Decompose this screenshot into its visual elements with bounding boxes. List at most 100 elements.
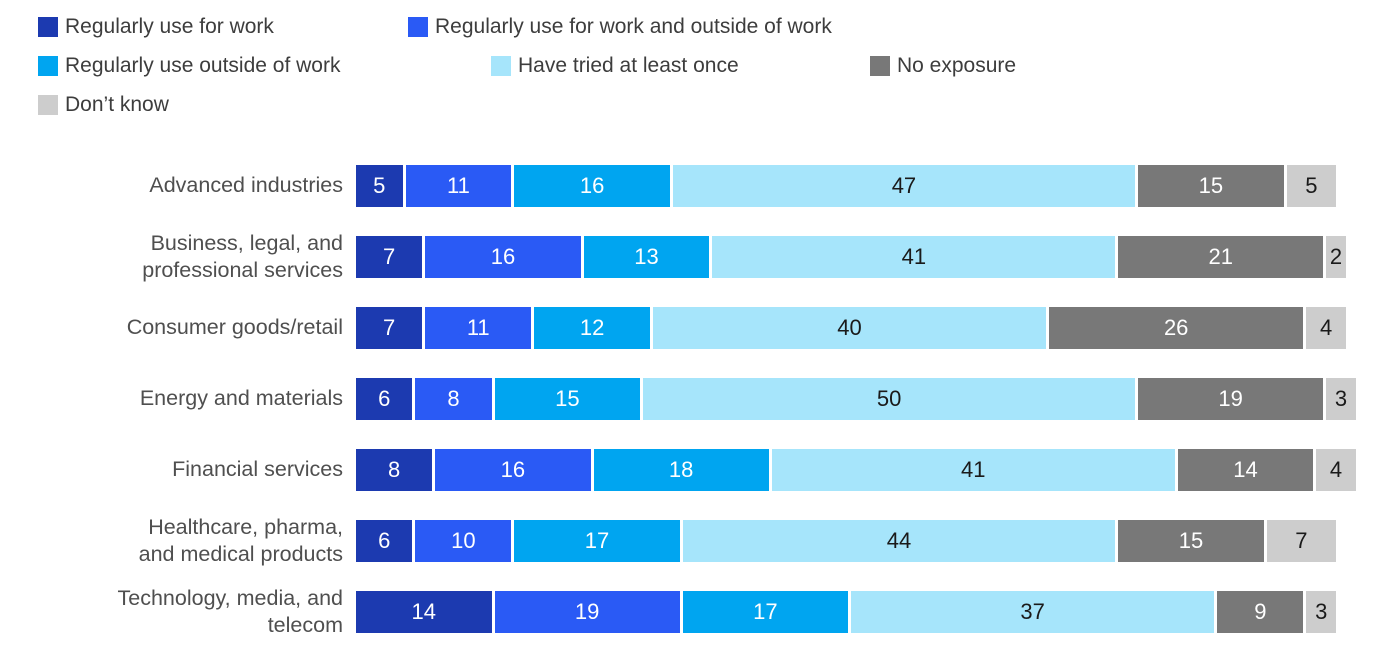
bar-segment: 40	[652, 306, 1049, 349]
bar-segment: 10	[415, 519, 515, 562]
chart-row: Technology, media, and telecom 14 19 17 37 9 3	[0, 576, 1374, 647]
segment-value-label: 44	[886, 527, 912, 553]
segment-value-label: 6	[378, 385, 391, 411]
segment-value-label: 11	[466, 314, 490, 340]
segment-value-label: 15	[1198, 172, 1224, 198]
legend-swatch	[491, 56, 511, 76]
segment-value-label: 7	[1295, 527, 1308, 553]
stacked-bar: 5 11 16 47 15 5	[356, 164, 1337, 207]
segment-value-label: 50	[876, 385, 902, 411]
segment-value-label: 9	[1254, 598, 1267, 624]
legend-swatch	[870, 56, 890, 76]
bar-segment: 6	[356, 377, 416, 420]
bar-segment: 13	[583, 235, 713, 278]
bar-segment: 19	[494, 590, 683, 633]
bar-segment: 26	[1048, 306, 1307, 349]
chart-row: Consumer goods/retail 7 11 12 40 26 4	[0, 292, 1374, 363]
category-label: Financial services	[172, 457, 343, 481]
bar-segment: 7	[356, 235, 426, 278]
bar-segment: 15	[1118, 519, 1267, 562]
legend-swatch	[38, 17, 58, 37]
legend-item-regularly-use-outside-of-work: Regularly use outside of work	[38, 54, 340, 78]
category-label: Advanced industries	[149, 173, 343, 197]
bar-segment: 5	[1286, 164, 1337, 207]
segment-value-label: 8	[447, 385, 460, 411]
bar-segment: 16	[514, 164, 673, 207]
segment-value-label: 15	[1178, 527, 1204, 553]
segment-value-label: 11	[447, 172, 470, 198]
segment-value-label: 19	[574, 598, 600, 624]
segment-value-label: 10	[451, 527, 476, 553]
category-label: Healthcare, pharma, and medical products	[138, 514, 343, 566]
bar-segment: 44	[682, 519, 1119, 562]
chart-row: Healthcare, pharma, and medical products…	[0, 505, 1374, 576]
category-label: Consumer goods/retail	[126, 315, 343, 339]
chart-row: Financial services 8 16 18 41 14 4	[0, 434, 1374, 505]
bar-segment: 15	[494, 377, 644, 420]
segment-value-label: 5	[373, 172, 386, 198]
stacked-bar: 7 11 12 40 26 4	[356, 306, 1346, 349]
bar-segment: 41	[712, 235, 1119, 278]
bar-segment: 3	[1326, 377, 1356, 420]
bar-segment: 8	[415, 377, 495, 420]
bar-segment: 8	[356, 448, 436, 491]
bar-segment: 6	[356, 519, 416, 562]
legend-label: Regularly use for work	[65, 15, 274, 38]
category-label: Energy and materials	[139, 386, 343, 410]
bar-segment: 21	[1118, 235, 1327, 278]
legend-swatch	[38, 95, 58, 115]
segment-value-label: 3	[1334, 385, 1348, 411]
segment-value-label: 41	[960, 456, 986, 482]
bar-segment: 17	[682, 590, 851, 633]
bar-segment: 14	[356, 590, 495, 633]
chart-row: Energy and materials 6 8 15 50 19 3	[0, 363, 1374, 434]
bar-segment: 12	[534, 306, 653, 349]
chart-row: Business, legal, and professional servic…	[0, 221, 1374, 292]
bar-segment: 7	[1266, 519, 1337, 562]
segment-value-label: 17	[753, 598, 778, 624]
bar-segment: 11	[405, 164, 515, 207]
segment-value-label: 37	[1020, 598, 1045, 624]
segment-value-label: 26	[1163, 314, 1189, 340]
bar-segment: 16	[425, 235, 584, 278]
segment-value-label: 7	[383, 314, 396, 340]
segment-value-label: 16	[579, 172, 605, 198]
category-label: Business, legal, and professional servic…	[142, 230, 343, 282]
bar-segment: 47	[672, 164, 1139, 207]
segment-value-label: 47	[891, 172, 917, 198]
segment-value-label: 12	[579, 314, 605, 340]
bar-segment: 4	[1316, 448, 1356, 491]
legend-label: Don’t know	[65, 93, 169, 116]
segment-value-label: 40	[837, 314, 862, 340]
stacked-bar: 6 10 17 44 15 7	[356, 519, 1337, 562]
segment-value-label: 15	[555, 385, 580, 411]
segment-value-label: 6	[378, 527, 391, 553]
bar-segment: 41	[771, 448, 1178, 491]
stacked-bar: 8 16 18 41 14 4	[356, 448, 1356, 491]
legend-label: Have tried at least once	[518, 54, 739, 77]
bar-segment: 37	[850, 590, 1218, 633]
legend-label: Regularly use outside of work	[65, 54, 341, 77]
segment-value-label: 4	[1329, 456, 1343, 482]
bar-segment: 18	[593, 448, 772, 491]
segment-value-label: 8	[387, 456, 401, 482]
legend-swatch	[408, 17, 428, 37]
bar-segment: 11	[425, 306, 535, 349]
stacked-bar: 14 19 17 37 9 3	[356, 590, 1337, 633]
bar-segment: 17	[514, 519, 683, 562]
segment-value-label: 41	[901, 243, 927, 269]
segment-value-label: 16	[490, 243, 516, 269]
bar-segment: 5	[356, 164, 406, 207]
legend-item-no-exposure: No exposure	[870, 54, 1016, 78]
bar-segment: 3	[1306, 590, 1337, 633]
bar-segment: 7	[356, 306, 426, 349]
stacked-bar: 7 16 13 41 21 2	[356, 235, 1346, 278]
segment-value-label: 18	[668, 456, 694, 482]
legend-item-have-tried-at-least-once: Have tried at least once	[491, 54, 739, 78]
segment-value-label: 16	[500, 456, 526, 482]
segment-value-label: 3	[1315, 598, 1328, 624]
legend-item-dont-know: Don’t know	[38, 93, 169, 117]
bar-segment: 14	[1177, 448, 1317, 491]
chart-row: Advanced industries 5 11 16 47 15 5	[0, 150, 1374, 221]
legend-item-regularly-use-for-work: Regularly use for work	[38, 15, 274, 39]
